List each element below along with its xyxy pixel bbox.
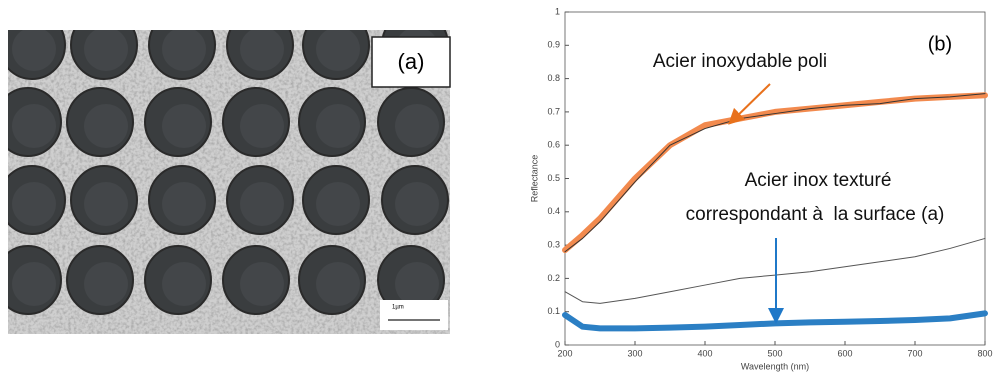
x-tick-label: 500: [767, 348, 782, 358]
scale-label: 1µm: [392, 305, 404, 311]
pit-shade: [240, 262, 284, 306]
pit-shade: [240, 104, 284, 148]
y-tick-label: 0.7: [547, 106, 560, 116]
x-tick-label: 800: [977, 348, 992, 358]
pit-shade: [316, 262, 360, 306]
pit-shade: [240, 182, 284, 226]
y-tick-label: 0.4: [547, 206, 560, 216]
annotation-arrow: [728, 83, 771, 125]
pit-shade: [84, 262, 128, 306]
pit-shade: [12, 262, 56, 306]
pit-shade: [240, 30, 284, 71]
pit-shade: [395, 104, 439, 148]
y-axis-label: Reflectance: [529, 155, 539, 203]
annotation: Acier inoxydable poli: [653, 51, 827, 72]
y-tick-label: 0.5: [547, 173, 560, 183]
pit-shade: [395, 182, 439, 226]
pit-shade: [84, 104, 128, 148]
pit-shade: [395, 262, 439, 306]
y-tick-label: 1: [555, 6, 560, 16]
x-axis-label: Wavelength (nm): [741, 361, 809, 371]
pit-shade: [162, 104, 206, 148]
panel-label-box: [371, 36, 451, 88]
y-tick-label: 0.3: [547, 239, 560, 249]
y-tick-label: 0.6: [547, 140, 560, 150]
panel-label: (a): [398, 49, 425, 74]
panel-label: (b): [928, 33, 952, 55]
pit-shade: [316, 182, 360, 226]
scale-box: [380, 300, 448, 330]
y-tick-label: 0.1: [547, 306, 560, 316]
pit-shade: [12, 182, 56, 226]
pit-shade: [162, 182, 206, 226]
pit-shade: [162, 30, 206, 71]
x-tick-label: 600: [837, 348, 852, 358]
x-tick-label: 700: [907, 348, 922, 358]
pit-shade: [84, 182, 128, 226]
x-tick-label: 200: [557, 348, 572, 358]
y-tick-label: 0.9: [547, 40, 560, 50]
pit-shade: [84, 30, 128, 71]
x-tick-label: 300: [627, 348, 642, 358]
annotation: correspondant à la surface (a): [686, 204, 945, 225]
pit-shade: [12, 104, 56, 148]
series-line: [562, 310, 988, 332]
pit-shade: [316, 30, 360, 71]
pit-shade: [162, 262, 206, 306]
pit-shade: [316, 104, 360, 148]
y-tick-label: 0: [555, 339, 560, 349]
y-tick-label: 0.2: [547, 273, 560, 283]
annotation: Acier inox texturé: [745, 170, 892, 191]
y-tick-label: 0.8: [547, 73, 560, 83]
pit-shade: [12, 30, 56, 71]
series-line: [564, 93, 986, 253]
series-line: [564, 237, 986, 304]
x-tick-label: 400: [697, 348, 712, 358]
